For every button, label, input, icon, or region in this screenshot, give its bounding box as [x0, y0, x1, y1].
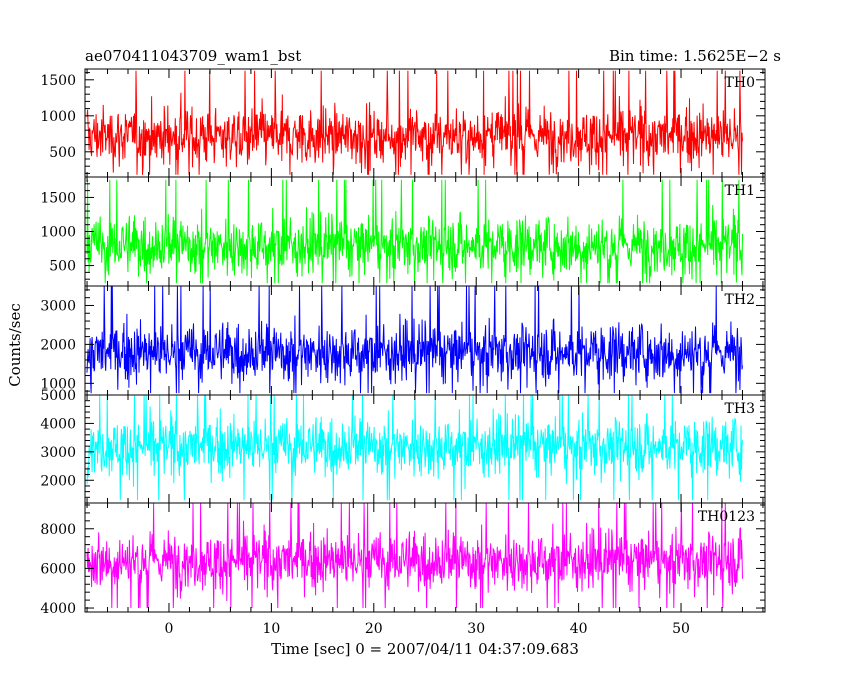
y-axis-label: Counts/sec: [6, 303, 24, 387]
panel-name-th0123: TH0123: [698, 509, 755, 525]
y-tick-label: 3000: [40, 445, 76, 461]
panel-name-th0: TH0: [725, 75, 755, 91]
panels-group: 500 1000 1500 TH0 500 1000 1500 TH1 1000 2000 3000…: [40, 68, 766, 617]
y-tick-label: 8000: [40, 522, 76, 538]
bin-time-label: Bin time: 1.5625E−2 s: [609, 47, 781, 65]
panel-name-th2: TH2: [725, 292, 755, 308]
y-tick-label: 1500: [40, 73, 76, 89]
y-tick-label: 3000: [40, 298, 76, 314]
x-tick-label: 0: [165, 621, 174, 637]
y-tick-label: 2000: [40, 473, 76, 489]
x-tick-label: 30: [467, 621, 485, 637]
x-tick-label: 10: [262, 621, 280, 637]
panel-th3: 2000 3000 4000 5000 TH3: [40, 388, 766, 504]
x-tick-label: 50: [672, 621, 690, 637]
y-tick-label: 500: [49, 259, 76, 275]
x-axis-label: Time [sec] 0 = 2007/04/11 04:37:09.683: [271, 640, 579, 658]
panel-th2: 1000 2000 3000 TH2: [40, 285, 766, 396]
y-tick-label: 4000: [40, 601, 76, 617]
panel-frame: [84, 502, 766, 613]
series-th2: [86, 286, 743, 394]
panel-th0123: 4000 6000 8000 TH0123: [40, 502, 766, 617]
series-th3: [86, 395, 743, 501]
panel-th1: 500 1000 1500 TH1: [40, 176, 766, 287]
y-tick-label: 1000: [40, 225, 76, 241]
y-tick-label: 5000: [40, 388, 76, 404]
y-tick-label: 500: [49, 145, 76, 161]
y-tick-label: 4000: [40, 416, 76, 432]
panel-name-th1: TH1: [725, 183, 755, 199]
series-th0123: [86, 503, 743, 609]
panel-th0: 500 1000 1500 TH0: [40, 68, 766, 178]
panel-name-th3: TH3: [725, 401, 755, 417]
y-tick-label: 6000: [40, 561, 76, 577]
y-tick-label: 1500: [40, 190, 76, 206]
y-tick-label: 1000: [40, 376, 76, 392]
y-tick-label: 2000: [40, 337, 76, 353]
x-tick-label: 40: [570, 621, 588, 637]
x-tick-label: 20: [365, 621, 383, 637]
chart-title: ae070411043709_wam1_bst: [85, 47, 301, 65]
x-axis: 0 10 20 30 40 50: [165, 621, 690, 637]
series-th1: [86, 179, 743, 284]
series-th0: [86, 70, 743, 175]
y-tick-label: 1000: [40, 109, 76, 125]
